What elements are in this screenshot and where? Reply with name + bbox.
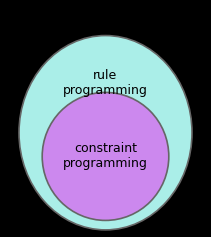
Text: constraint
programming: constraint programming: [63, 142, 148, 170]
Ellipse shape: [42, 92, 169, 220]
Ellipse shape: [19, 36, 192, 230]
Text: rule
programming: rule programming: [63, 69, 148, 97]
